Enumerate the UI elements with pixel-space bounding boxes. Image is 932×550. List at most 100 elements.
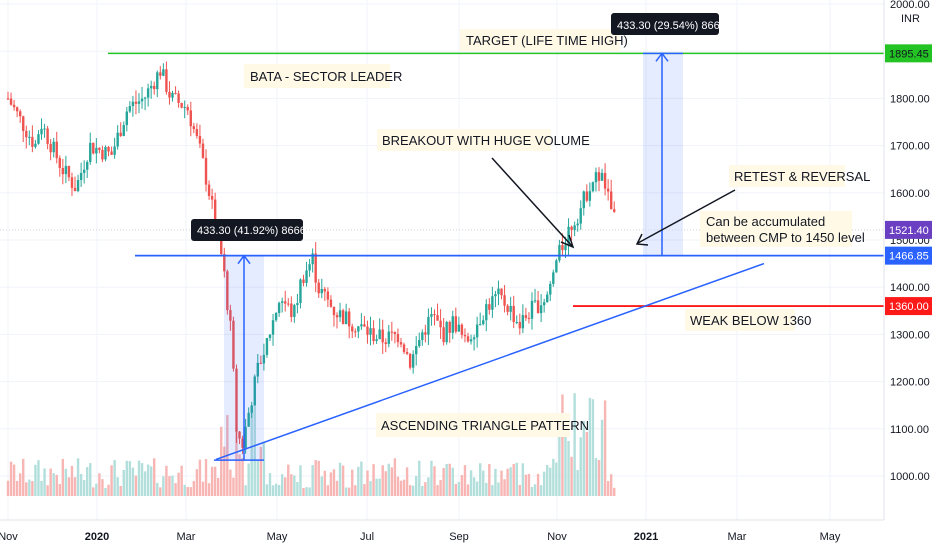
volume-bar <box>110 465 113 496</box>
volume-bar <box>488 463 491 496</box>
volume-bar <box>329 472 333 496</box>
candle <box>149 80 153 99</box>
candle <box>530 292 534 330</box>
candle <box>482 315 485 326</box>
volume-bar <box>253 403 256 496</box>
candle <box>6 91 10 100</box>
candle <box>140 87 144 109</box>
volume-bar <box>156 482 159 496</box>
candle <box>363 316 366 327</box>
time-tick-label: 2020 <box>85 531 109 543</box>
candle <box>271 313 275 346</box>
candle <box>521 304 525 334</box>
candle <box>244 418 247 454</box>
candle <box>183 100 186 119</box>
candle <box>198 124 202 149</box>
accumulate-note-line1: Can be accumulated <box>706 214 825 229</box>
title-note-bg <box>244 64 390 88</box>
candle <box>143 96 147 111</box>
candle <box>366 320 369 344</box>
volume-bar <box>122 469 125 496</box>
volume-bar <box>561 394 564 496</box>
candle <box>588 182 592 207</box>
volume-bar <box>168 476 171 496</box>
ascending-trendline[interactable] <box>215 262 765 461</box>
volume-bar <box>530 486 534 496</box>
candle <box>509 296 512 321</box>
measure-arrows <box>214 52 683 461</box>
candlesticks <box>6 61 616 455</box>
candle <box>61 158 65 185</box>
candle <box>335 312 339 329</box>
candle <box>411 350 415 374</box>
measure-arrow-first-move <box>237 254 251 461</box>
candle <box>110 146 113 155</box>
volume-bar <box>58 484 61 496</box>
price-tick-label: 1700.00 <box>890 141 930 153</box>
candle <box>34 139 37 149</box>
candle <box>503 285 506 313</box>
volume-bar <box>472 477 476 496</box>
volume-bar <box>92 487 95 496</box>
volume-bar <box>192 481 196 496</box>
candle <box>518 313 521 335</box>
volume-bar <box>415 475 418 496</box>
candle <box>274 312 278 322</box>
candle <box>76 174 80 193</box>
candle <box>555 258 558 273</box>
volume-bar <box>131 467 135 496</box>
volume-bar <box>439 480 442 496</box>
volume-bar <box>64 468 68 496</box>
svg-text:1521.40: 1521.40 <box>889 225 929 237</box>
volume-bar <box>165 465 168 496</box>
time-tick-label: Jul <box>360 531 374 543</box>
time-axis[interactable]: Nov 2020 Mar May Jul Sep Nov 2021 Mar May <box>0 519 884 543</box>
candle <box>101 145 104 163</box>
volume-bar <box>314 460 317 496</box>
volume-bar <box>344 487 348 496</box>
candle <box>533 288 537 304</box>
candle <box>55 131 58 164</box>
volume-bar <box>137 460 141 496</box>
volume-bar <box>25 482 28 496</box>
candle <box>424 324 427 343</box>
candle <box>49 139 52 161</box>
price-tick-label: 1800.00 <box>890 93 930 105</box>
candle <box>576 218 579 232</box>
candle <box>296 293 299 314</box>
candle <box>539 294 543 323</box>
candle <box>536 291 540 314</box>
volume-bar <box>546 464 549 496</box>
volume-bar <box>241 457 244 496</box>
candle <box>43 123 46 138</box>
volume-bar <box>399 480 403 496</box>
volume-bar <box>125 460 129 496</box>
svg-text:1360.00: 1360.00 <box>889 301 929 313</box>
candle <box>18 109 22 123</box>
candle <box>323 286 327 301</box>
volume-bar <box>347 487 351 496</box>
measure-label-projected-move: 433.30 (29.54%) 8666 <box>611 13 726 35</box>
volume-bar <box>149 466 153 496</box>
candle <box>469 334 473 345</box>
candle <box>70 172 74 196</box>
candle <box>287 298 290 307</box>
volume-bar <box>317 460 320 496</box>
volume-bar <box>238 454 241 496</box>
candle <box>500 288 503 300</box>
volume-bar <box>18 473 22 496</box>
volume-bar <box>213 466 217 496</box>
candle <box>332 306 336 327</box>
candle <box>165 61 168 95</box>
volume-bar <box>600 419 604 496</box>
volume-bar <box>454 483 458 496</box>
measure-label-first-move: 433.30 (41.92%) 8666 <box>191 219 306 241</box>
price-tag-stop: 1360.00 <box>885 297 932 316</box>
candle <box>137 93 141 114</box>
candle <box>98 147 101 154</box>
volume-bar <box>177 472 180 496</box>
volume-bar <box>588 397 592 496</box>
candle <box>46 125 49 150</box>
volume-bars <box>6 393 616 496</box>
